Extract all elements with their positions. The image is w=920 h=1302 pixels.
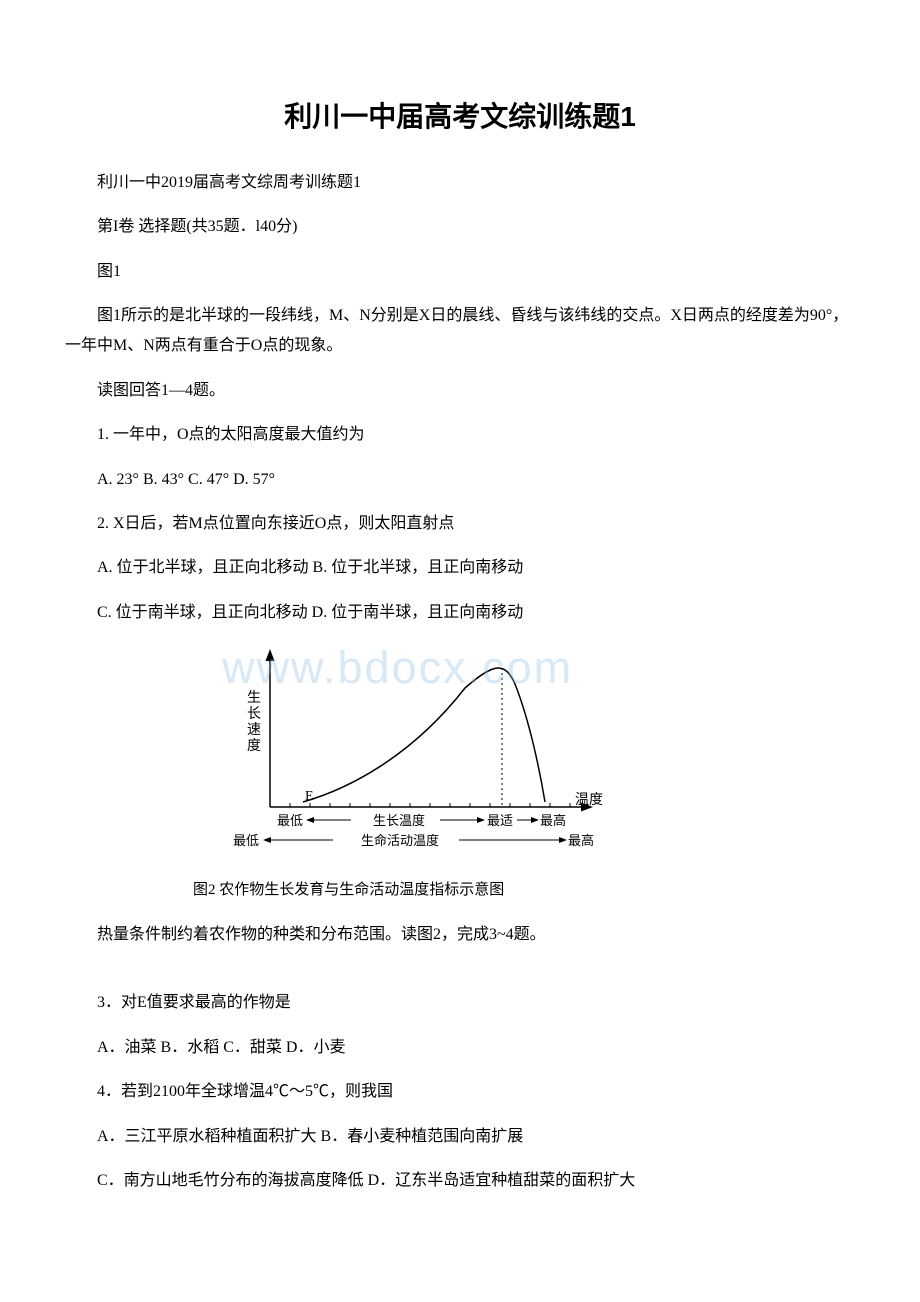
- question-3-options: A．油菜 B．水稻 C．甜菜 D．小麦: [65, 1033, 855, 1063]
- question-1-options: A. 23° B. 43° C. 47° D. 57°: [65, 465, 855, 495]
- figure1-label: 图1: [65, 257, 855, 287]
- read-prompt: 读图回答1—4题。: [65, 376, 855, 406]
- row2-far-label: 最高: [568, 833, 594, 848]
- figure2-desc: 热量条件制约着农作物的种类和分布范围。读图2，完成3~4题。: [65, 920, 855, 950]
- question-4-options-cd: C．南方山地毛竹分布的海拔高度降低 D．辽东半岛适宜种植甜菜的面积扩大: [65, 1166, 855, 1196]
- question-2-options-cd: C. 位于南半球，且正向北移动 D. 位于南半球，且正向南移动: [65, 598, 855, 628]
- e-label: E: [305, 789, 314, 804]
- question-2-options-ab: A. 位于北半球，且正向北移动 B. 位于北半球，且正向南移动: [65, 553, 855, 583]
- question-4: 4．若到2100年全球增温4℃～5℃，则我国: [65, 1077, 855, 1107]
- section-header: 第I卷 选择题(共35题．l40分): [65, 212, 855, 242]
- row1-far-label: 最高: [540, 813, 566, 828]
- row1-right-label: 最适: [487, 813, 513, 828]
- growth-curve: [303, 668, 545, 802]
- question-4-options-ab: A．三江平原水稻种植面积扩大 B．春小麦种植范围向南扩展: [65, 1122, 855, 1152]
- page-title: 利川一中届高考文综训练题1: [65, 95, 855, 140]
- y-axis-label: 生长速度: [247, 690, 261, 754]
- spacer: [65, 964, 855, 988]
- subtitle-line: 利川一中2019届高考文综周考训练题1: [65, 168, 855, 198]
- row2-left-label: 最低: [233, 833, 259, 848]
- chart-caption: 图2 农作物生长发育与生命活动温度指标示意图: [65, 878, 855, 902]
- question-2: 2. X日后，若M点位置向东接近O点，则太阳直射点: [65, 509, 855, 539]
- question-3: 3．对E值要求最高的作物是: [65, 988, 855, 1018]
- row1-left-label: 最低: [277, 813, 303, 828]
- question-1: 1. 一年中，O点的太阳高度最大值约为: [65, 420, 855, 450]
- x-axis-label: 温度: [575, 792, 603, 808]
- growth-temperature-chart: E 生长速度 温度 最低 生长温度 最适 最高 最低 生命活动温度 最高: [175, 642, 615, 872]
- figure1-desc: 图1所示的是北半球的一段纬线，M、N分别是X日的晨线、昏线与该纬线的交点。X日两…: [65, 301, 855, 362]
- row1-mid-label: 生长温度: [373, 813, 425, 828]
- row2-mid-label: 生命活动温度: [361, 833, 439, 848]
